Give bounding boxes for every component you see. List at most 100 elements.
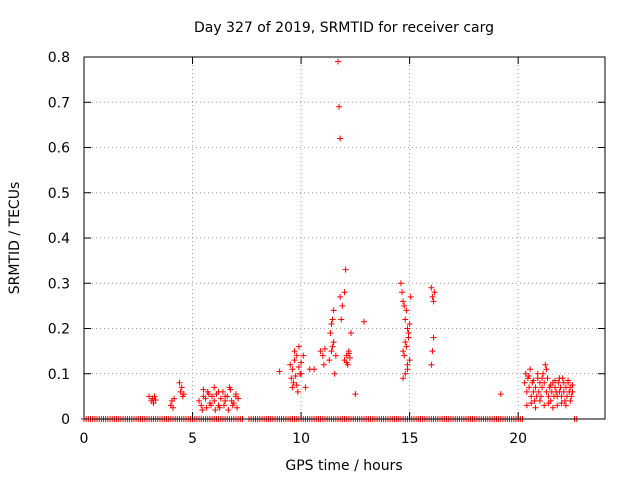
data-point xyxy=(557,384,564,391)
data-point xyxy=(290,379,297,386)
data-point xyxy=(556,375,563,382)
data-point xyxy=(328,320,335,327)
data-point xyxy=(346,354,353,361)
data-point xyxy=(337,293,344,300)
axis-ticks: 0 0.1 0.2 0.3 0.4 0.5 0.6 0.7 0.8 0 5 10 15 20 xyxy=(48,50,605,447)
data-point xyxy=(298,359,305,366)
data-point xyxy=(523,402,530,409)
data-point xyxy=(196,397,203,404)
data-point xyxy=(558,393,565,400)
data-point xyxy=(291,357,298,364)
y-tick-label: 0.5 xyxy=(48,186,70,202)
data-point xyxy=(403,343,410,350)
data-point xyxy=(152,396,159,403)
data-point xyxy=(234,404,241,411)
data-point xyxy=(203,404,210,411)
data-point xyxy=(542,361,549,368)
y-tick-label: 0.6 xyxy=(48,141,70,157)
data-point xyxy=(543,388,550,395)
data-point xyxy=(293,382,300,389)
data-point xyxy=(545,393,552,400)
x-tick-label: 10 xyxy=(292,431,310,447)
data-point xyxy=(288,375,295,382)
y-tick-label: 0.4 xyxy=(48,231,70,247)
grid xyxy=(84,57,605,419)
data-point xyxy=(328,348,335,355)
data-point xyxy=(399,289,406,296)
data-point xyxy=(276,368,283,375)
data-point xyxy=(534,370,541,377)
data-point xyxy=(345,350,352,357)
data-point xyxy=(547,382,554,389)
data-point xyxy=(397,280,404,287)
data-point xyxy=(329,343,336,350)
data-point xyxy=(221,402,228,409)
data-point xyxy=(217,395,224,402)
data-point xyxy=(146,393,153,400)
x-tick-label: 20 xyxy=(509,431,527,447)
chart-title: Day 327 of 2019, SRMTID for receiver car… xyxy=(194,20,494,36)
data-point xyxy=(522,370,529,377)
data-point xyxy=(528,393,535,400)
data-point xyxy=(567,397,574,404)
data-point xyxy=(401,352,408,359)
data-point xyxy=(212,406,219,413)
data-point xyxy=(235,395,242,402)
x-axis-label: GPS time / hours xyxy=(285,458,402,474)
data-point xyxy=(298,370,305,377)
data-point xyxy=(569,382,576,389)
data-point xyxy=(176,379,183,386)
data-point xyxy=(338,316,345,323)
data-point xyxy=(544,375,551,382)
data-point xyxy=(536,397,543,404)
data-point xyxy=(565,377,572,384)
data-point xyxy=(205,391,212,398)
data-point xyxy=(523,388,530,395)
data-point xyxy=(330,339,337,346)
data-point xyxy=(406,320,413,327)
data-point xyxy=(229,402,236,409)
data-point xyxy=(560,388,567,395)
data-point xyxy=(531,397,538,404)
data-point xyxy=(227,386,234,393)
data-point xyxy=(150,400,157,407)
data-point xyxy=(407,293,414,300)
data-point xyxy=(198,402,205,409)
data-point xyxy=(558,400,565,407)
data-point xyxy=(292,373,299,380)
data-point xyxy=(402,316,409,323)
data-point xyxy=(300,352,307,359)
data-point xyxy=(341,289,348,296)
data-point xyxy=(343,359,350,366)
data-point xyxy=(430,334,437,341)
x-tick-label: 5 xyxy=(188,431,197,447)
data-point xyxy=(554,402,561,409)
data-point xyxy=(361,318,368,325)
data-point xyxy=(543,366,550,373)
x-tick-label: 0 xyxy=(80,431,89,447)
data-point xyxy=(539,375,546,382)
data-point xyxy=(177,388,184,395)
data-point xyxy=(400,348,407,355)
data-point xyxy=(200,386,207,393)
data-point xyxy=(319,352,326,359)
data-point xyxy=(207,402,214,409)
data-point xyxy=(289,366,296,373)
data-point xyxy=(330,307,337,314)
data-point xyxy=(549,404,556,411)
data-point xyxy=(404,366,411,373)
data-point xyxy=(402,339,409,346)
data-point xyxy=(295,343,302,350)
data-point xyxy=(302,384,309,391)
data-point xyxy=(232,391,239,398)
data-point xyxy=(521,379,528,386)
data-point xyxy=(294,388,301,395)
data-point xyxy=(400,298,407,305)
data-point xyxy=(329,316,336,323)
y-axis-label: SRMTID / TECUs xyxy=(7,182,23,295)
data-point xyxy=(555,379,562,386)
data-point xyxy=(429,348,436,355)
data-point xyxy=(289,384,296,391)
data-point xyxy=(429,293,436,300)
